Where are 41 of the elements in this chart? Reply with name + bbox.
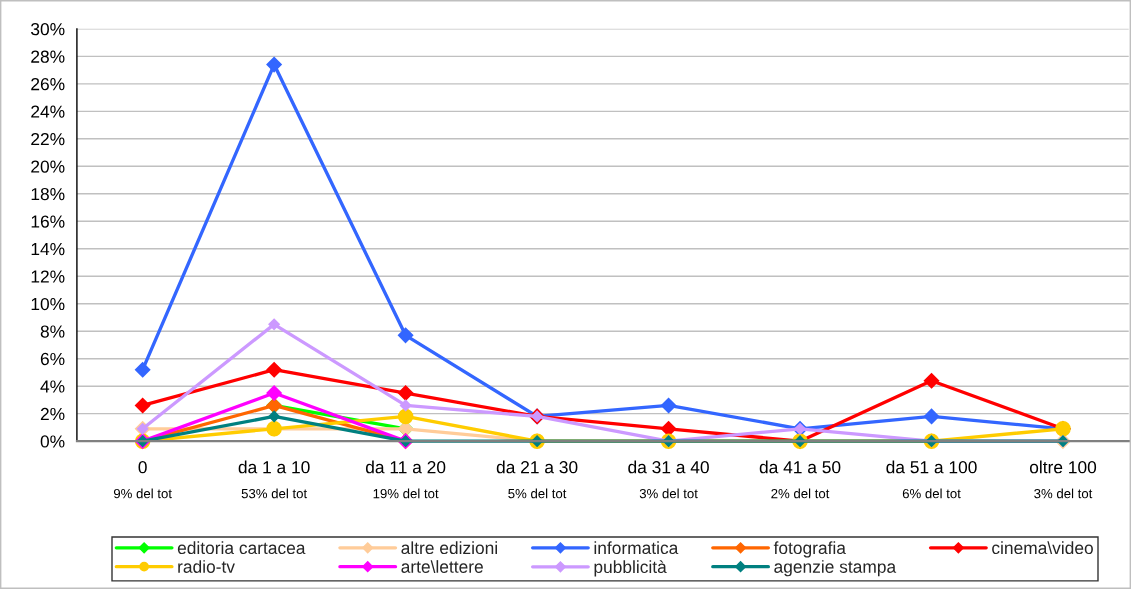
y-tick-label: 10%	[31, 297, 65, 311]
legend-label: radio-tv	[178, 560, 235, 573]
legend-label: arte\lettere	[401, 560, 483, 573]
x-tick-label: da 51 a 100	[886, 460, 977, 474]
y-tick-label: 26%	[31, 78, 65, 91]
y-tick-label: 2%	[40, 407, 65, 421]
legend-label: informatica	[594, 541, 679, 555]
legend-label: altre edizioni	[401, 541, 497, 555]
y-tick-label: 30%	[31, 23, 65, 36]
x-tick-label: da 11 a 20	[365, 460, 446, 474]
x-tick-label: oltre 100	[1029, 460, 1097, 474]
x-tick-label: da 41 a 50	[759, 460, 841, 474]
text: 6% del tot	[902, 488, 961, 499]
text: 5% del tot	[508, 488, 567, 499]
x-tick-label: 0	[138, 461, 147, 474]
y-tick-label: 6%	[40, 352, 65, 366]
y-tick-label: 22%	[31, 132, 65, 146]
y-tick-label: 4%	[40, 380, 65, 393]
legend-label: agenzie stampa	[774, 560, 897, 577]
y-tick-label: 16%	[31, 215, 65, 228]
text: 53% del tot	[241, 488, 308, 499]
legend-label: cinema\video	[992, 541, 1093, 555]
y-tick-label: 20%	[31, 160, 65, 173]
legend-label: pubblicità	[594, 560, 667, 577]
text: 19% del tot	[373, 488, 439, 499]
legend-label: fotografia	[773, 541, 846, 558]
y-tick-label: 0%	[40, 435, 65, 448]
y-tick-label: 24%	[31, 105, 65, 118]
x-tick-label: da 1 a 10	[238, 460, 310, 474]
y-tick-label: 14%	[31, 243, 65, 256]
text: 3% del tot	[639, 488, 698, 499]
x-tick-label: da 31 a 40	[628, 460, 709, 474]
legend-label: editoria cartacea	[177, 541, 306, 555]
x-tick-label: da 21 a 30	[496, 460, 578, 474]
y-tick-label: 12%	[31, 270, 65, 283]
text: 9% del tot	[113, 488, 172, 499]
y-tick-label: 28%	[31, 50, 65, 63]
text: 2% del tot	[771, 488, 830, 499]
text: 3% del tot	[1034, 488, 1093, 499]
y-tick-label: 8%	[40, 325, 65, 338]
y-tick-label: 18%	[31, 187, 65, 201]
